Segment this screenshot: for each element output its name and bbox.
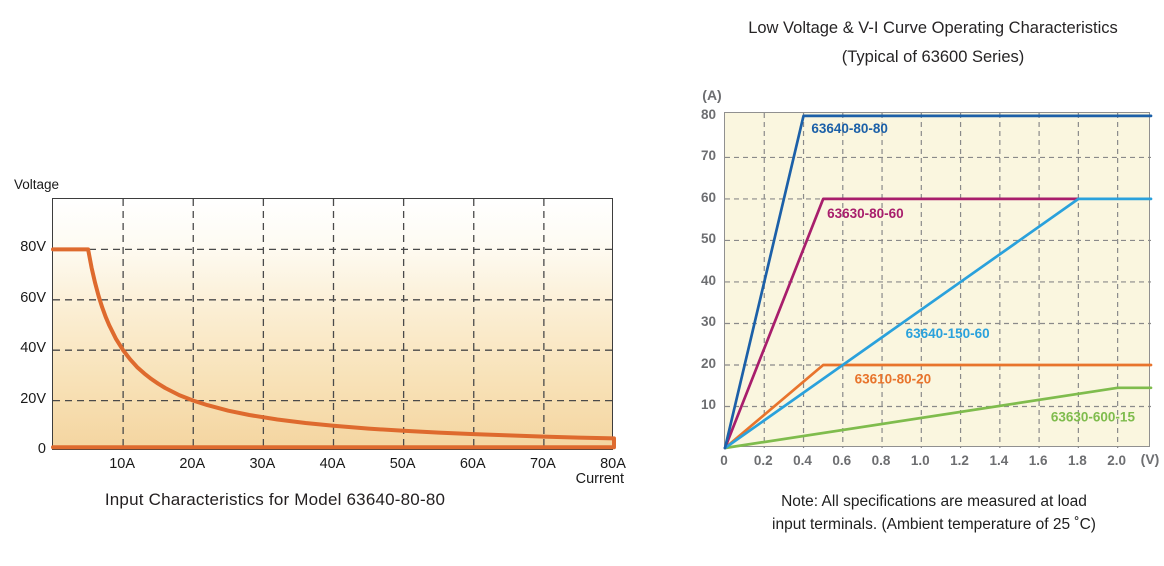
x-tick-label: 0.8 bbox=[871, 453, 891, 468]
x-tick-label: 1.0 bbox=[910, 453, 930, 468]
x-tick-label: 1.4 bbox=[989, 453, 1009, 468]
y-tick-label: 70 bbox=[700, 148, 716, 164]
y-tick-label: 60 bbox=[700, 189, 716, 205]
y-axis-caption: Voltage bbox=[14, 177, 60, 192]
y-axis-caption: (A) bbox=[702, 87, 722, 103]
x-tick-label: 10A bbox=[109, 456, 136, 472]
x-tick-label: 1.6 bbox=[1028, 453, 1048, 468]
series-label-63640-150-60: 63640-150-60 bbox=[906, 326, 990, 341]
y-tick-label: 80V bbox=[20, 239, 46, 256]
x-tick-label: 30A bbox=[249, 456, 276, 472]
y-tick-label: 60V bbox=[20, 289, 46, 306]
chart-subtitle: (Typical of 63600 Series) bbox=[841, 48, 1025, 66]
y-tick-label: 20 bbox=[700, 355, 716, 371]
series-label-63630-600-15: 63630-600-15 bbox=[1051, 409, 1136, 424]
chart-title-block: Low Voltage & V-I Curve Operating Charac… bbox=[702, 18, 1164, 67]
x-tick-label: 0 bbox=[720, 453, 728, 468]
x-tick-label: 0.4 bbox=[793, 453, 812, 468]
note-line-1: Note: All specifications are measured at… bbox=[781, 493, 1087, 510]
series-63640-80-80 bbox=[723, 114, 1153, 450]
x-axis-caption: Current bbox=[575, 471, 624, 487]
x-tick-label: 2.0 bbox=[1107, 453, 1127, 468]
note-line-2: input terminals. (Ambient temperature of… bbox=[772, 516, 1096, 533]
chart-title: Input Characteristics for Model 63640-80… bbox=[104, 490, 446, 509]
x-tick-label: 40A bbox=[319, 456, 346, 472]
plot-area-vi-curve: 63630-600-15 63610-80-20 63630-80-60 63640-… bbox=[723, 112, 1153, 450]
series-label-63630-80-60: 63630-80-60 bbox=[827, 206, 904, 221]
x-tick-label: 0.2 bbox=[753, 453, 773, 468]
x-tick-label: 60A bbox=[459, 456, 486, 472]
chart-canvas bbox=[51, 199, 616, 451]
note-text: Note: All specifications are measured at… bbox=[704, 490, 1164, 536]
x-tick-label: 20A bbox=[179, 456, 206, 472]
y-tick-label: 40V bbox=[20, 340, 46, 357]
chart-canvas: 63630-600-15 63610-80-20 63630-80-60 63640-… bbox=[723, 113, 1153, 450]
series-63630-600-15 bbox=[723, 386, 1153, 450]
plot-area-input-characteristics bbox=[51, 198, 616, 451]
y-tick-label: 20V bbox=[20, 390, 46, 407]
series-operating-envelope-400W bbox=[51, 247, 616, 450]
chart-title: Low Voltage & V-I Curve Operating Charac… bbox=[748, 19, 1118, 37]
x-tick-label: 0.6 bbox=[832, 453, 852, 468]
x-tick-label: 50A bbox=[389, 456, 416, 472]
y-tick-label: 30 bbox=[700, 314, 716, 330]
x-tick-label: 70A bbox=[529, 456, 556, 472]
x-tick-label: 1.8 bbox=[1067, 453, 1087, 468]
series-63640-150-60 bbox=[723, 197, 1153, 450]
y-tick-label: 50 bbox=[700, 231, 716, 247]
y-tick-label: 0 bbox=[37, 441, 46, 457]
series-label-63640-80-80: 63640-80-80 bbox=[811, 121, 888, 136]
x-tick-label: 80A bbox=[600, 456, 626, 472]
y-tick-label: 80 bbox=[700, 106, 716, 122]
y-tick-label: 10 bbox=[700, 397, 716, 413]
series-label-63610-80-20: 63610-80-20 bbox=[855, 371, 932, 386]
y-tick-label: 40 bbox=[700, 272, 716, 288]
x-tick-label: 1.2 bbox=[950, 453, 969, 468]
series-63630-80-60 bbox=[723, 197, 1080, 450]
x-axis-caption: (V) bbox=[1140, 451, 1160, 467]
series-63610-80-20 bbox=[723, 363, 1153, 450]
